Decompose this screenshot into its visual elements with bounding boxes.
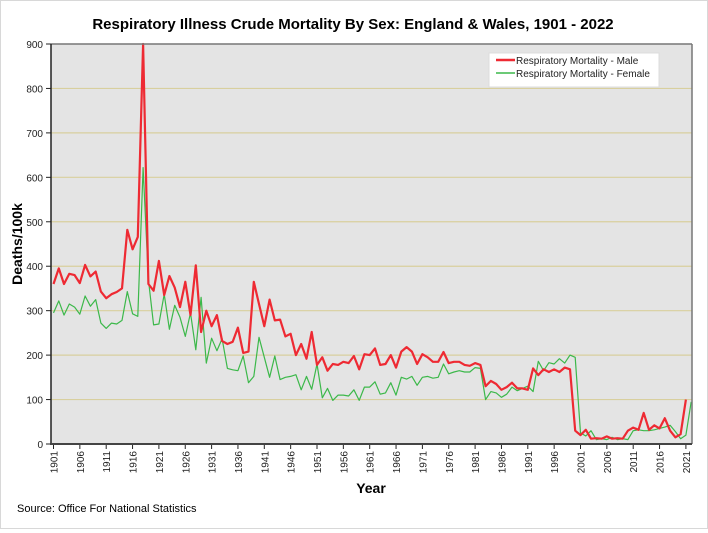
series-line-female: [52, 167, 692, 441]
x-tick-label: 2016: [656, 451, 667, 474]
x-tick-label: 2001: [577, 451, 588, 474]
x-tick-label: 1991: [524, 451, 535, 474]
x-tick-label: 1916: [129, 451, 140, 474]
y-tick-label: 0: [37, 440, 43, 451]
legend-label-male: Respiratory Mortality - Male: [516, 56, 639, 67]
x-tick-label: 1936: [234, 451, 245, 474]
plot-area: [51, 44, 692, 444]
series-lines: [52, 42, 692, 441]
x-tick-label: 1961: [366, 451, 377, 474]
y-axis-label: Deaths/100k: [9, 203, 25, 285]
y-tick-label: 400: [26, 262, 43, 273]
x-tick-label: 1921: [155, 451, 166, 474]
x-tick-label: 1906: [76, 451, 87, 474]
chart-title: Respiratory Illness Crude Mortality By S…: [92, 16, 613, 33]
source-note: Source: Office For National Statistics: [17, 503, 197, 515]
y-tick-label: 700: [26, 129, 43, 140]
y-tick-label: 300: [26, 307, 43, 318]
x-axis: 1901 1906 1911 1916 1921 1926 1931 1936 1941 1946…: [50, 444, 693, 473]
legend: Respiratory Mortality - Male Respiratory…: [488, 52, 660, 88]
x-tick-label: 1901: [50, 451, 61, 474]
x-tick-label: 1981: [471, 451, 482, 474]
x-tick-label: 1986: [497, 451, 508, 474]
x-tick-label: 1951: [313, 451, 324, 474]
x-tick-label: 1956: [339, 451, 350, 474]
x-tick-label: 1996: [550, 451, 561, 474]
y-tick-label: 100: [26, 396, 43, 407]
y-tick-label: 200: [26, 351, 43, 362]
x-tick-label: 1946: [287, 451, 298, 474]
x-tick-label: 2021: [682, 451, 693, 474]
x-tick-label: 1911: [102, 451, 113, 473]
x-tick-label: 1966: [392, 451, 403, 474]
x-tick-label: 1976: [445, 451, 456, 474]
y-tick-label: 600: [26, 173, 43, 184]
x-tick-label: 2011: [629, 451, 640, 473]
series-line-male: [52, 42, 687, 440]
legend-label-female: Respiratory Mortality - Female: [516, 69, 650, 80]
x-tick-label: 1941: [260, 451, 271, 474]
x-axis-label: Year: [356, 480, 386, 496]
x-tick-label: 1926: [181, 451, 192, 474]
y-tick-label: 500: [26, 218, 43, 229]
x-tick-label: 1971: [418, 451, 429, 474]
y-tick-label: 800: [26, 84, 43, 95]
x-tick-label: 1931: [208, 451, 219, 474]
y-axis: 0 100 200 300 400 500 600 700 800 900: [26, 40, 51, 451]
y-tick-label: 900: [26, 40, 43, 51]
x-tick-label: 2006: [603, 451, 614, 474]
legend-box: [488, 52, 660, 88]
